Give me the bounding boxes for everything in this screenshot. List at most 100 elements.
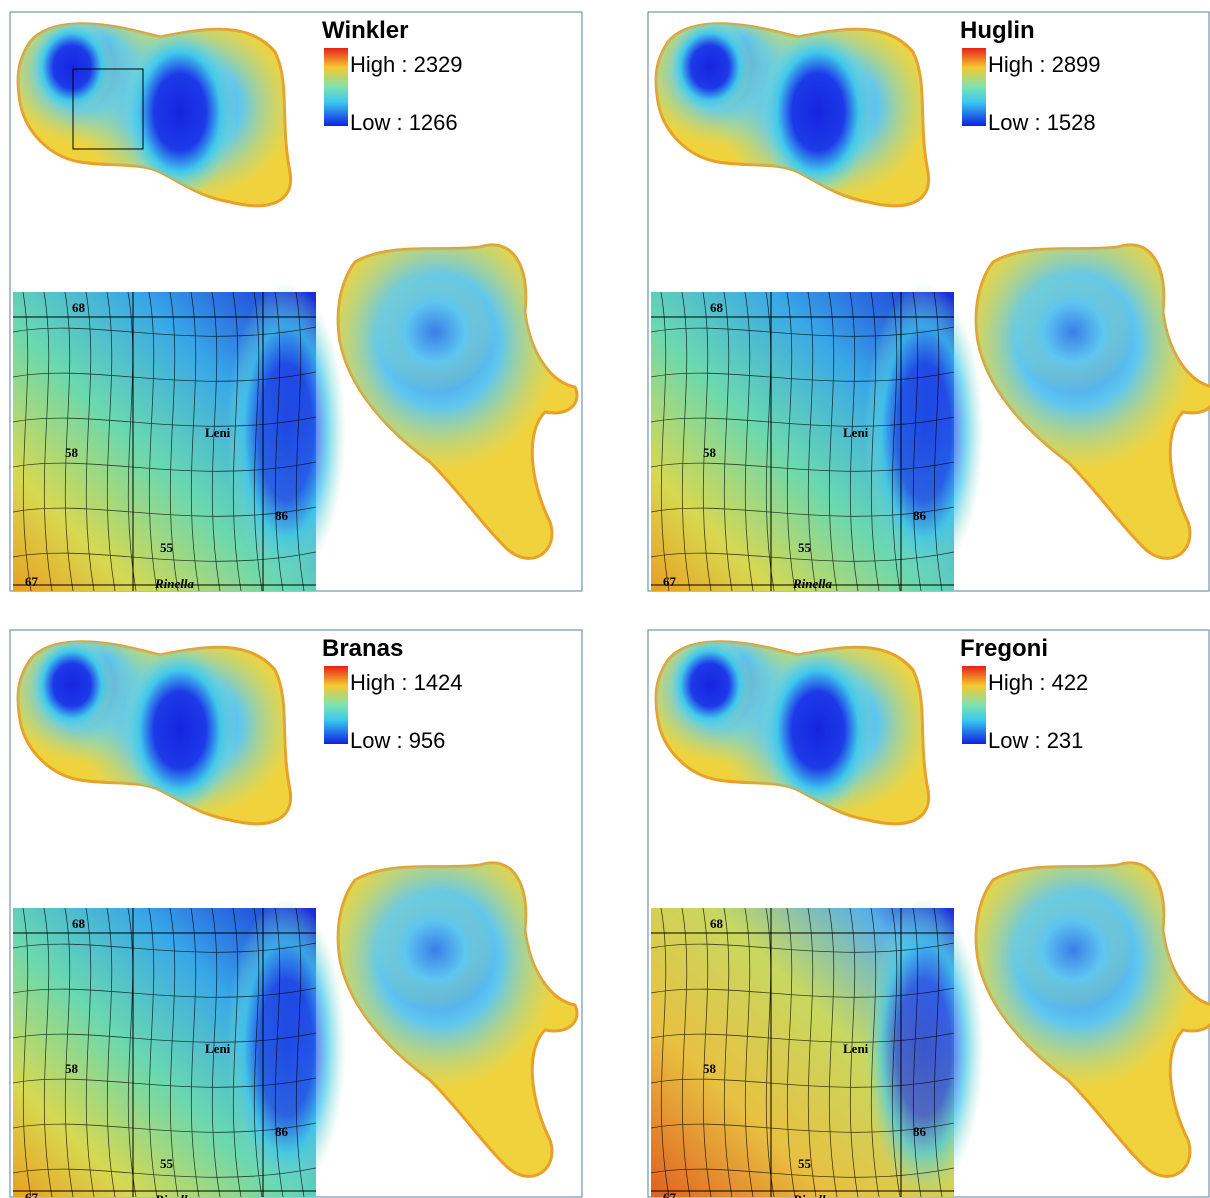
low-zone <box>1013 890 1133 1010</box>
low-zone <box>864 898 984 1198</box>
legend-low: Low : 231 <box>988 728 1083 753</box>
contour-line <box>786 907 796 1198</box>
contour-line <box>12 987 317 998</box>
contour-line <box>22 907 32 1198</box>
low-zone <box>864 282 984 582</box>
legend-ramp <box>962 666 986 744</box>
contour-line <box>64 907 74 1198</box>
contour-line <box>891 291 901 592</box>
low-zone <box>375 890 495 1010</box>
map-label: 58 <box>703 1061 717 1076</box>
low-zone <box>760 645 876 815</box>
island-shading <box>18 641 291 820</box>
contour-line <box>43 907 53 1198</box>
low-zone <box>226 898 346 1198</box>
contour-line <box>849 291 859 592</box>
contour-line <box>650 942 955 953</box>
map-label: 86 <box>913 508 927 523</box>
map-label: Leni <box>843 425 869 440</box>
legend-title: Branas <box>322 635 403 662</box>
contour-line <box>765 907 775 1198</box>
contour-line <box>12 506 317 517</box>
island-shading <box>338 862 560 1090</box>
legend-high: High : 2329 <box>350 52 463 77</box>
map-label: 86 <box>275 1124 289 1139</box>
contour-line <box>211 907 221 1198</box>
contour-line <box>127 291 137 592</box>
map-label: 58 <box>65 445 79 460</box>
low-zone <box>122 27 238 197</box>
legend-low: Low : 1266 <box>350 110 458 135</box>
contour-line <box>169 907 179 1198</box>
contour-line <box>12 1032 317 1043</box>
contour-line <box>765 291 775 592</box>
map-label: Rinella <box>792 576 833 591</box>
map-label: Leni <box>205 425 231 440</box>
contour-line <box>702 291 712 592</box>
contour-line <box>232 291 242 592</box>
contour-line <box>12 326 317 337</box>
contour-line <box>253 907 263 1198</box>
map-label: 58 <box>65 1061 79 1076</box>
contour-line <box>849 907 859 1198</box>
contour-line <box>650 461 955 472</box>
map-label: 55 <box>160 540 174 555</box>
contour-line <box>702 907 712 1198</box>
contours <box>650 291 955 592</box>
contour-line <box>660 291 670 592</box>
map-label: 68 <box>72 916 86 931</box>
contour-line <box>650 416 955 427</box>
contour-line <box>828 291 838 592</box>
low-zone <box>1013 272 1133 392</box>
map-panel: 68 58 Leni 86 55 67 Rinella Winkler High : 2329 L… <box>9 11 583 592</box>
contour-line <box>148 291 158 592</box>
contour-line <box>148 907 158 1198</box>
contour-line <box>12 942 317 953</box>
map-label: Rinella <box>154 576 195 591</box>
contour-line <box>650 551 955 562</box>
legend-title: Huglin <box>960 17 1035 44</box>
contour-line <box>650 1167 955 1178</box>
low-zone <box>30 641 114 733</box>
island-shading <box>338 244 560 472</box>
map-label: 55 <box>798 1156 812 1171</box>
contour-line <box>807 907 817 1198</box>
contour-line <box>190 291 200 592</box>
contour-line <box>681 907 691 1198</box>
legend-low: Low : 956 <box>350 728 445 753</box>
map-label: 67 <box>663 1190 677 1198</box>
low-zone <box>122 645 238 815</box>
contour-line <box>43 291 53 592</box>
map-panel: 68 58 Leni 86 55 67 Rinella Fregoni High : 422 Lo… <box>647 629 1210 1198</box>
contour-line <box>12 461 317 472</box>
legend-high: High : 422 <box>988 670 1088 695</box>
legend-high: High : 2899 <box>988 52 1101 77</box>
map-label: Leni <box>205 1041 231 1056</box>
legend-low: Low : 1528 <box>988 110 1096 135</box>
map-panel: 68 58 Leni 86 55 67 Rinella Huglin High : 2899 Lo… <box>647 11 1210 592</box>
contour-line <box>912 291 922 592</box>
contour-line <box>650 987 955 998</box>
contour-line <box>295 907 305 1198</box>
map-label: Rinella <box>154 1192 195 1198</box>
map-label: 68 <box>710 300 724 315</box>
inset-extent <box>72 68 144 150</box>
contour-line <box>106 291 116 592</box>
contour-line <box>933 291 943 592</box>
legend-ramp <box>324 666 348 744</box>
low-zone <box>668 23 752 115</box>
contour-line <box>253 291 263 592</box>
contour-line <box>933 907 943 1198</box>
contour-line <box>660 907 670 1198</box>
map-label: 68 <box>72 300 86 315</box>
map-label: Rinella <box>792 1192 833 1198</box>
contour-line <box>650 371 955 382</box>
low-zone <box>30 23 114 115</box>
legend-ramp <box>324 48 348 126</box>
contour-line <box>650 326 955 337</box>
map-panel: 68 58 Leni 86 55 67 Rinella Branas High : 1424 Lo… <box>9 629 583 1198</box>
contour-line <box>650 1122 955 1133</box>
map-label: Leni <box>843 1041 869 1056</box>
contour-line <box>650 1077 955 1088</box>
contour-line <box>786 291 796 592</box>
